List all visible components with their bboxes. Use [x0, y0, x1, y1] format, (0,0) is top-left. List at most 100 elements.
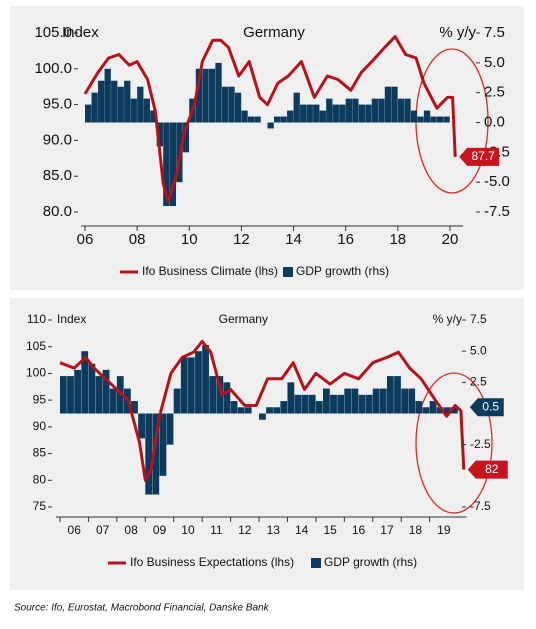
gdp-bar: [410, 110, 418, 123]
gdp-bar: [332, 104, 339, 123]
panel: [10, 298, 524, 590]
y-tick-label: 90: [33, 419, 47, 433]
gdp-bar: [254, 116, 261, 123]
x-tick-label: 10: [181, 231, 198, 248]
gdp-bar: [365, 104, 372, 123]
y2-axis-label: % y/y: [433, 312, 462, 326]
gdp-bar: [287, 110, 294, 123]
legend-label: GDP growth (rhs): [296, 264, 389, 278]
y-tick-label: 85.0: [43, 167, 72, 184]
y2-tick-label: -7.5: [484, 203, 510, 220]
x-tick-label: 10: [181, 523, 195, 537]
gdp-bar: [436, 116, 444, 123]
y2-tick-label: -7.5: [470, 499, 491, 513]
gdp-bar: [415, 401, 423, 414]
gdp-bar: [209, 376, 217, 414]
x-tick-label: 08: [129, 231, 146, 248]
gdp-bar: [365, 394, 373, 414]
x-tick-label: 12: [238, 523, 252, 537]
gdp-bar: [308, 394, 316, 414]
value-label-box: [467, 460, 508, 479]
gdp-bar: [237, 407, 245, 414]
gdp-bar: [223, 382, 231, 414]
gdp-bar: [313, 104, 320, 123]
y-axis-label: Index: [62, 24, 99, 41]
gdp-bar: [280, 116, 287, 123]
x-tick-label: 14: [295, 523, 309, 537]
gdp-bar: [187, 357, 195, 414]
gdp-bar: [182, 122, 190, 153]
gdp-bar: [422, 407, 430, 414]
y-tick-label: 105: [26, 339, 46, 353]
gdp-bar: [143, 98, 150, 123]
gdp-bar: [244, 407, 252, 414]
gdp-bar: [378, 98, 385, 123]
gdp-bar: [116, 376, 124, 414]
gdp-bar: [423, 110, 431, 123]
gdp-bar: [287, 382, 295, 414]
gdp-bar: [228, 86, 235, 123]
gdp-bar: [124, 80, 131, 123]
gdp-bar: [104, 68, 111, 123]
x-tick-label: 13: [267, 523, 281, 537]
y2-tick-label: 0.0: [484, 113, 505, 130]
x-tick-label: 16: [337, 231, 354, 248]
gdp-bar: [102, 369, 110, 414]
y2-tick-label: -2.5: [470, 437, 491, 451]
gdp-bar: [404, 98, 411, 123]
x-tick-label: 20: [442, 231, 459, 248]
gdp-bar: [274, 116, 281, 123]
value-label: 0.5: [482, 399, 499, 413]
gdp-bar: [326, 98, 333, 123]
gdp-bar: [180, 357, 188, 414]
gdp-bar: [259, 413, 266, 420]
gdp-bar: [401, 388, 409, 414]
y2-tick-label: 7.5: [470, 312, 487, 326]
x-tick-label: 07: [96, 523, 110, 537]
chart-title: Germany: [243, 24, 305, 41]
gdp-bar: [358, 394, 366, 414]
gdp-bar: [358, 104, 366, 123]
gdp-bar: [88, 363, 96, 414]
gdp-bar: [98, 80, 105, 123]
gdp-bar: [394, 376, 401, 414]
x-tick-label: 09: [153, 523, 167, 537]
gdp-bar: [344, 388, 352, 414]
gdp-bar: [384, 86, 392, 123]
x-tick-label: 06: [77, 231, 94, 248]
y2-tick-label: -5.0: [484, 173, 510, 190]
gdp-bar: [337, 394, 345, 414]
x-tick-label: 18: [389, 231, 406, 248]
x-tick-label: 15: [323, 523, 337, 537]
y2-tick-label: 5.0: [484, 54, 505, 71]
legend-swatch: [311, 558, 321, 568]
gdp-bar: [352, 98, 359, 123]
gdp-bar: [195, 351, 202, 414]
gdp-bar: [109, 388, 117, 414]
y-tick-label: 90.0: [43, 131, 72, 148]
x-tick-label: 11: [210, 523, 223, 537]
y-tick-label: 100: [26, 366, 46, 380]
y-tick-label: 85: [33, 446, 47, 460]
x-tick-label: 06: [68, 523, 82, 537]
y-tick-label: 105.0: [34, 24, 72, 41]
gdp-bar: [221, 86, 229, 123]
y-tick-label: 80.0: [43, 203, 72, 220]
x-tick-label: 14: [285, 231, 302, 248]
value-label-box: [459, 147, 500, 166]
y2-tick-label: 2.5: [470, 375, 487, 389]
y-tick-label: 95.0: [43, 96, 72, 113]
gdp-bar: [330, 394, 337, 414]
gdp-bar: [443, 116, 450, 123]
ifo-line: [83, 35, 457, 203]
gdp-bar: [323, 388, 330, 414]
y-axis-label: Index: [57, 312, 86, 326]
legend-label: Ifo Business Climate (lhs): [142, 264, 278, 278]
gdp-bar: [319, 110, 326, 123]
y-tick-label: 75: [33, 499, 47, 513]
y2-tick-label: 2.5: [484, 84, 505, 101]
highlight-ellipse: [415, 372, 493, 514]
gdp-bar: [67, 376, 74, 414]
gdp-bar: [195, 68, 203, 123]
